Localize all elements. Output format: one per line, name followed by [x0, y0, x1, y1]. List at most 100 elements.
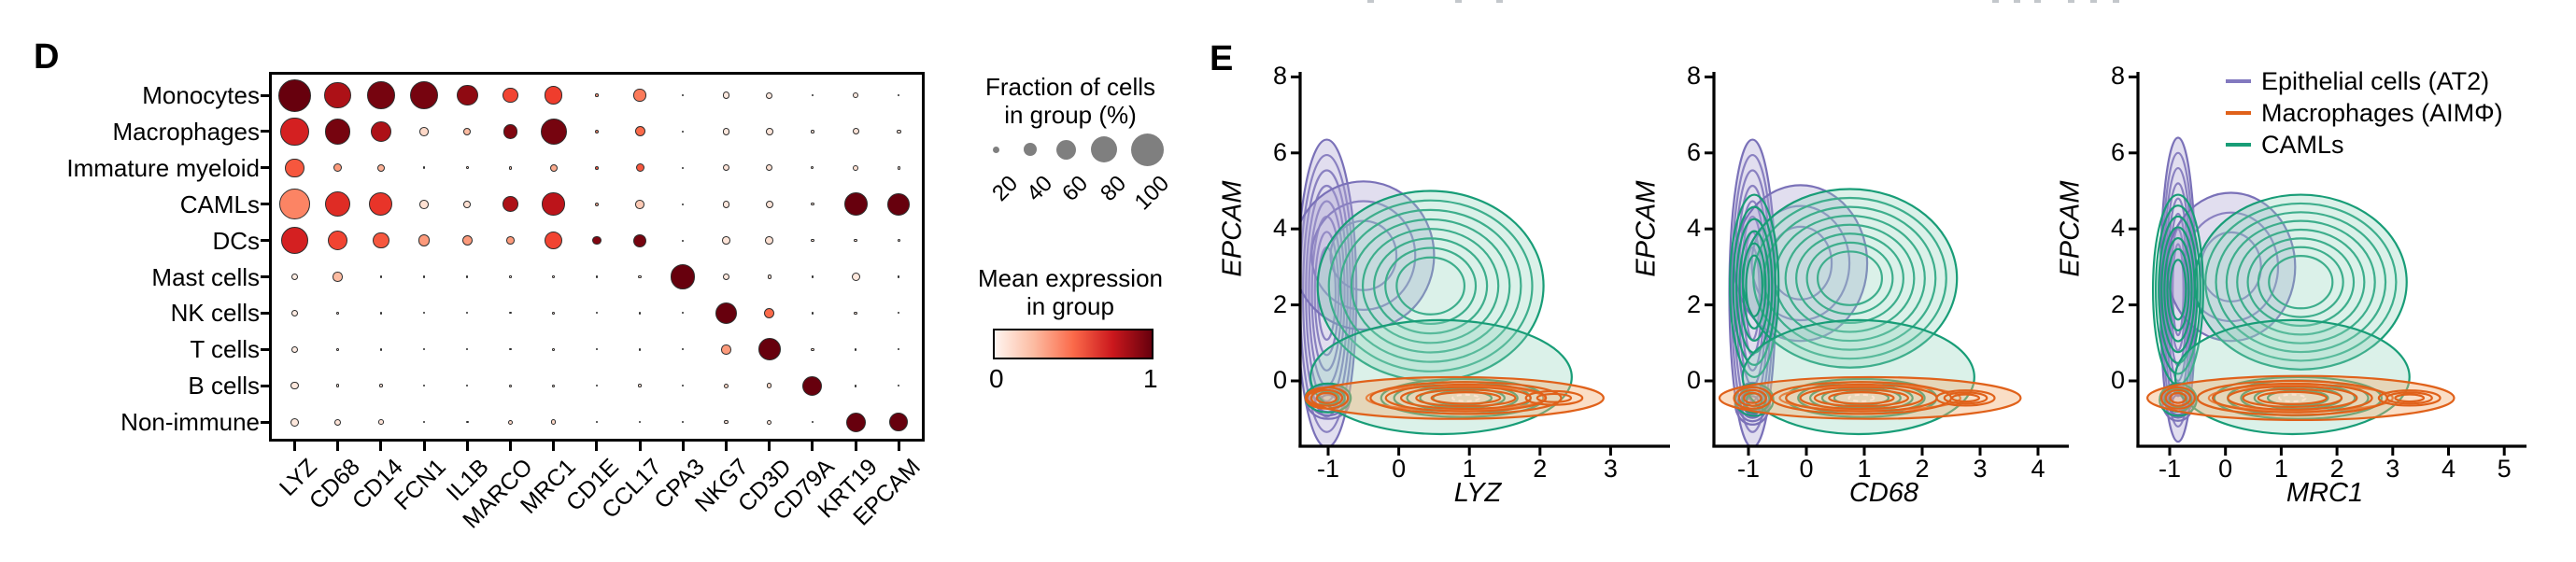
x-tick-label: 1 — [1462, 455, 1477, 483]
dot — [887, 192, 911, 216]
dot — [370, 120, 392, 143]
dot — [854, 311, 857, 316]
dot — [811, 347, 814, 352]
dot — [671, 264, 696, 289]
colorbar — [993, 329, 1154, 359]
row-label: DCs — [212, 226, 260, 255]
dot — [635, 163, 644, 173]
x-tick — [854, 442, 857, 451]
dot — [723, 274, 729, 280]
dot — [508, 166, 513, 170]
dot — [285, 158, 304, 177]
dot — [854, 238, 857, 243]
dot — [682, 130, 685, 133]
legend-row: Macrophages (AIMΦ) — [2226, 99, 2503, 127]
row-label: T cells — [190, 335, 260, 364]
dot — [379, 312, 383, 315]
x-tick-label: 5 — [2497, 455, 2512, 483]
y-tick — [261, 203, 269, 206]
dot — [811, 130, 814, 133]
size-legend-dot — [992, 146, 999, 153]
dot — [552, 312, 556, 315]
x-tick-label: 0 — [1392, 455, 1407, 483]
dot — [594, 165, 599, 170]
dot — [466, 348, 469, 351]
x-tick-label: -1 — [1316, 455, 1339, 483]
y-tick — [261, 347, 269, 351]
dot — [853, 164, 859, 171]
kde-plot-MRC1 — [2146, 136, 2456, 443]
x-tick — [681, 442, 685, 451]
dot — [280, 226, 309, 255]
x-tick-label: 3 — [1973, 455, 1988, 483]
size-legend-dot — [1055, 139, 1076, 160]
dot — [423, 385, 426, 387]
dot — [722, 91, 730, 99]
dot — [290, 273, 299, 281]
dot — [763, 307, 775, 319]
color-legend-title-line2: in group — [1026, 292, 1114, 320]
y-tick — [261, 130, 269, 133]
row-label: Mast cells — [151, 262, 260, 291]
x-tick — [638, 442, 642, 451]
dot — [595, 385, 598, 387]
dot — [722, 236, 730, 245]
dot — [545, 231, 563, 250]
dot — [552, 275, 555, 278]
dot — [328, 231, 348, 251]
x-tick-label: 3 — [1603, 455, 1618, 483]
x-tick-label: 1 — [1857, 455, 1872, 483]
y-tick-label: 2 — [1686, 289, 1701, 318]
dot — [466, 312, 469, 315]
dot — [724, 420, 729, 425]
size-legend-title-line2: in group (%) — [1004, 101, 1137, 129]
y-tick — [261, 166, 269, 170]
dot — [682, 93, 685, 97]
dot — [466, 385, 469, 387]
dot — [379, 347, 383, 351]
y-tick-label: 0 — [1686, 366, 1701, 394]
dot — [721, 344, 731, 355]
dot — [635, 199, 644, 209]
size-legend-dot — [1024, 143, 1037, 156]
panel-d-letter: D — [34, 37, 60, 77]
dot — [898, 312, 900, 315]
x-axis-label: CD68 — [1848, 478, 1919, 508]
dot — [682, 421, 685, 424]
x-tick-label: 4 — [2031, 455, 2045, 483]
dot — [592, 235, 602, 246]
x-tick — [379, 442, 383, 451]
x-tick — [811, 442, 814, 451]
x-tick-label: 2 — [1915, 455, 1930, 483]
y-axis-label: EPCAM — [2055, 180, 2086, 277]
dot — [766, 164, 773, 172]
dot — [766, 91, 773, 99]
x-tick — [336, 442, 340, 451]
legend-label: Macrophages (AIMΦ) — [2261, 98, 2503, 127]
x-tick-label: 2 — [2329, 455, 2344, 483]
dot — [897, 166, 901, 170]
dot — [369, 192, 393, 217]
dot — [852, 91, 859, 99]
row-label: Monocytes — [142, 81, 260, 109]
dot — [334, 418, 342, 426]
x-tick — [768, 442, 771, 451]
dot — [290, 382, 299, 390]
y-tick-label: 2 — [2110, 289, 2125, 318]
dot — [897, 129, 901, 134]
dot — [278, 189, 311, 220]
dot — [682, 385, 685, 387]
y-axis-label: EPCAM — [1217, 180, 1248, 277]
dot — [463, 200, 472, 208]
x-tick-label: 0 — [1799, 455, 1814, 483]
x-tick-label: -1 — [1736, 455, 1760, 483]
axes — [2129, 72, 2526, 456]
y-tick — [261, 275, 269, 278]
dot — [423, 275, 426, 278]
dot — [811, 166, 814, 170]
dot — [682, 166, 685, 169]
dot — [715, 302, 738, 325]
dot — [634, 126, 645, 137]
dot — [544, 86, 563, 105]
